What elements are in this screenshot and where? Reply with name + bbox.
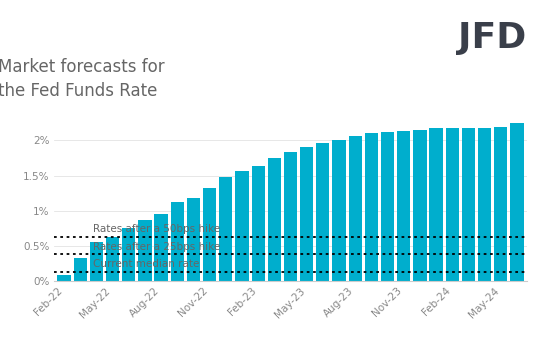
Bar — [413, 130, 427, 281]
Bar — [349, 136, 362, 281]
Bar — [268, 158, 281, 281]
Text: Market forecasts for
the Fed Funds Rate: Market forecasts for the Fed Funds Rate — [0, 58, 164, 100]
Bar — [284, 152, 297, 281]
Bar — [430, 128, 443, 281]
Bar — [235, 171, 249, 281]
Bar — [106, 237, 119, 281]
Bar — [122, 228, 135, 281]
Bar — [251, 166, 265, 281]
Text: Rates after a 25bps hike: Rates after a 25bps hike — [93, 242, 220, 252]
Bar — [381, 132, 394, 281]
Bar — [316, 143, 330, 281]
Bar — [73, 258, 87, 281]
Bar — [300, 147, 313, 281]
Bar — [203, 188, 216, 281]
Bar — [58, 275, 71, 281]
Bar — [171, 202, 184, 281]
Bar — [462, 128, 475, 281]
Bar — [154, 214, 168, 281]
Bar — [187, 198, 200, 281]
Text: JFD: JFD — [458, 21, 527, 55]
Bar — [138, 220, 151, 281]
Bar — [90, 242, 103, 281]
Text: Rates after a 50bps hike: Rates after a 50bps hike — [93, 224, 220, 234]
Bar — [219, 177, 232, 281]
Bar — [510, 123, 523, 281]
Bar — [397, 131, 411, 281]
Text: Current median rate: Current median rate — [93, 259, 199, 269]
Bar — [332, 140, 346, 281]
Bar — [478, 128, 491, 281]
Bar — [365, 133, 378, 281]
Bar — [446, 128, 459, 281]
Bar — [494, 127, 508, 281]
